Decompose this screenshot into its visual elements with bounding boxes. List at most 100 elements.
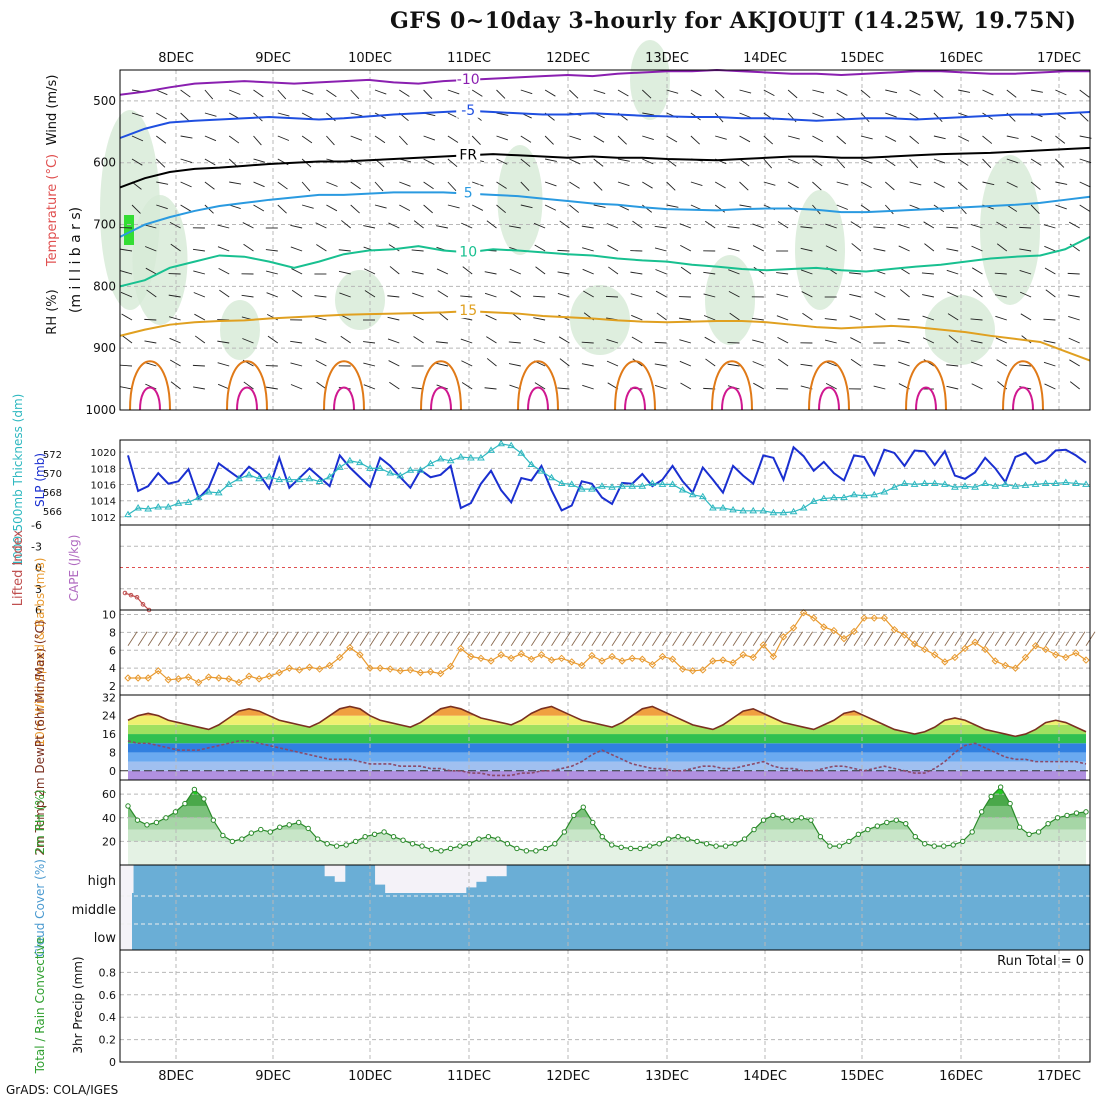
barb [387, 295, 400, 298]
barb [1079, 158, 1092, 164]
barb [909, 89, 921, 96]
barb [436, 362, 449, 367]
xtick-bottom-5: 13DEC [645, 1069, 689, 1084]
thickness-point [1001, 480, 1010, 487]
barb [874, 291, 886, 298]
wind-speed-point [678, 665, 687, 673]
wind-speed-point [961, 644, 969, 653]
wind-barb [218, 631, 229, 647]
contour-30 [721, 386, 743, 411]
barb [204, 181, 215, 190]
barb [666, 135, 678, 143]
barb [363, 384, 376, 390]
barb [447, 158, 458, 168]
rh-point [590, 819, 596, 826]
barb [520, 158, 531, 167]
barb [180, 181, 192, 188]
wind-speed-point [396, 667, 404, 675]
wind-barb [1004, 631, 1015, 647]
temp-band-2 [128, 752, 1086, 762]
thickness-point [1061, 478, 1070, 485]
wind-speed-point [951, 653, 959, 662]
xtick-top-1: 9DEC [255, 51, 291, 66]
thickness-point [638, 482, 647, 489]
wind-barb [1075, 631, 1086, 647]
wind-barb [157, 631, 168, 647]
barb [436, 225, 448, 229]
barb [461, 382, 473, 390]
wind-speed-point [598, 657, 606, 665]
rh-point [428, 846, 435, 853]
barb [605, 295, 619, 298]
isotherm-label-bg [456, 146, 481, 163]
wind-speed-point [366, 664, 374, 672]
barb [1067, 272, 1080, 275]
barb [388, 360, 400, 367]
contour-20 [1002, 360, 1044, 411]
rh-point [220, 832, 226, 839]
barb [860, 89, 871, 99]
barb [933, 89, 944, 98]
rh-point [817, 833, 824, 840]
wind-barb [127, 631, 138, 647]
thickness-point [366, 464, 374, 471]
barb [1044, 383, 1056, 390]
ylabel-thickness: 1000-500mb Thickness (dm) [11, 394, 25, 567]
wind-speed-point [315, 665, 324, 673]
rh-point [893, 817, 899, 823]
wind-barb [248, 631, 259, 647]
barb [435, 341, 448, 344]
barb [120, 248, 133, 252]
barb [326, 135, 335, 146]
barb [922, 294, 934, 298]
li-point [128, 592, 134, 598]
wind-speed-point [779, 633, 788, 641]
barb [607, 244, 619, 252]
thickness-point [618, 482, 627, 489]
barb [777, 336, 789, 344]
barb [641, 89, 652, 99]
wind-barb [1025, 631, 1035, 647]
barb [301, 135, 313, 144]
wind-barb [783, 631, 793, 647]
barb [593, 158, 604, 167]
isotherm-0 [119, 68, 1090, 96]
wind-barb [833, 631, 844, 647]
li-point [140, 602, 146, 607]
rh-point [741, 836, 748, 842]
rh-point [125, 803, 131, 809]
barb [1068, 337, 1080, 344]
barb [884, 204, 894, 215]
rh-point [665, 836, 672, 842]
wind-speed-point [910, 640, 919, 648]
thickness-point [951, 483, 959, 490]
rh-band-3 [128, 805, 1086, 818]
rh-point [419, 843, 425, 849]
barb [121, 313, 133, 321]
thickness-point [255, 474, 263, 482]
ylabel-wind: Wind (m/s) [45, 75, 60, 146]
barb [533, 222, 546, 229]
cloud-gap [405, 865, 416, 893]
barb [496, 112, 509, 116]
panels: 5006007008009001000-10-5FR51015101210141… [31, 40, 1096, 1069]
barb [1069, 381, 1080, 390]
barb [1031, 89, 1043, 93]
rh-point [533, 848, 539, 854]
ylabel-precip: 3hr Precip (mm) [71, 956, 85, 1053]
ytick-li-0: -6 [31, 519, 42, 532]
wind-barb [722, 631, 733, 647]
rh-point [789, 817, 795, 823]
barb [703, 271, 716, 275]
thickness-point [961, 482, 969, 489]
rh-shade-10 [925, 295, 995, 365]
wind-barb [500, 631, 511, 647]
rh-point [751, 826, 757, 833]
barb [1079, 204, 1091, 212]
thickness-point [235, 474, 243, 482]
barb [763, 181, 776, 186]
ytick-precip-2: 0.4 [99, 1011, 117, 1024]
wind-speed-point [1041, 645, 1050, 654]
wind-speed-point [840, 634, 848, 643]
barb [534, 382, 546, 390]
